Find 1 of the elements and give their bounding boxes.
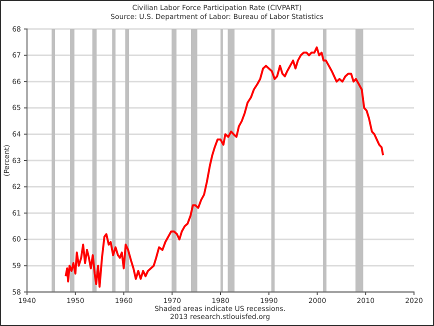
line-series	[64, 46, 384, 288]
